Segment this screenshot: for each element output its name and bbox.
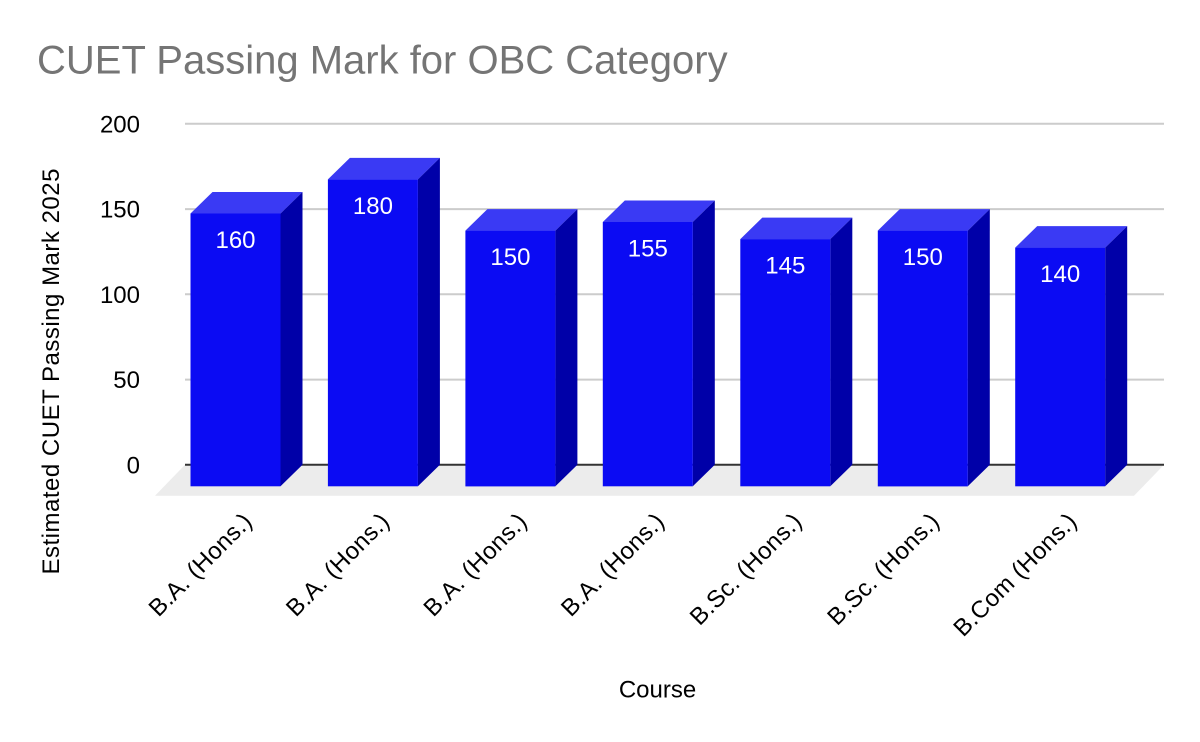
svg-text:150: 150 [100, 197, 140, 224]
svg-text:B.Sc. (Hons.): B.Sc. (Hons.) [822, 508, 945, 631]
svg-text:100: 100 [100, 282, 140, 309]
svg-text:200: 200 [100, 111, 140, 138]
svg-text:Course: Course [619, 677, 696, 704]
svg-text:150: 150 [490, 244, 530, 271]
svg-text:160: 160 [215, 227, 255, 254]
svg-text:CUET Passing Mark for OBC Cate: CUET Passing Mark for OBC Category [37, 39, 728, 83]
svg-text:145: 145 [765, 253, 805, 280]
svg-text:B.Com (Hons.): B.Com (Hons.) [948, 508, 1082, 642]
svg-text:50: 50 [113, 367, 140, 394]
svg-text:B.A. (Hons.): B.A. (Hons.) [419, 508, 533, 622]
svg-text:B.A. (Hons.): B.A. (Hons.) [556, 508, 670, 622]
svg-text:180: 180 [353, 193, 393, 220]
svg-text:B.A. (Hons.): B.A. (Hons.) [144, 508, 258, 622]
svg-text:0: 0 [127, 452, 140, 479]
svg-text:140: 140 [1040, 261, 1080, 288]
svg-text:B.A. (Hons.): B.A. (Hons.) [281, 508, 395, 622]
svg-text:155: 155 [628, 236, 668, 263]
svg-text:Estimated CUET Passing Mark 20: Estimated CUET Passing Mark 2025 [38, 168, 65, 574]
svg-text:150: 150 [903, 244, 943, 271]
svg-text:B.Sc. (Hons.): B.Sc. (Hons.) [685, 508, 808, 631]
